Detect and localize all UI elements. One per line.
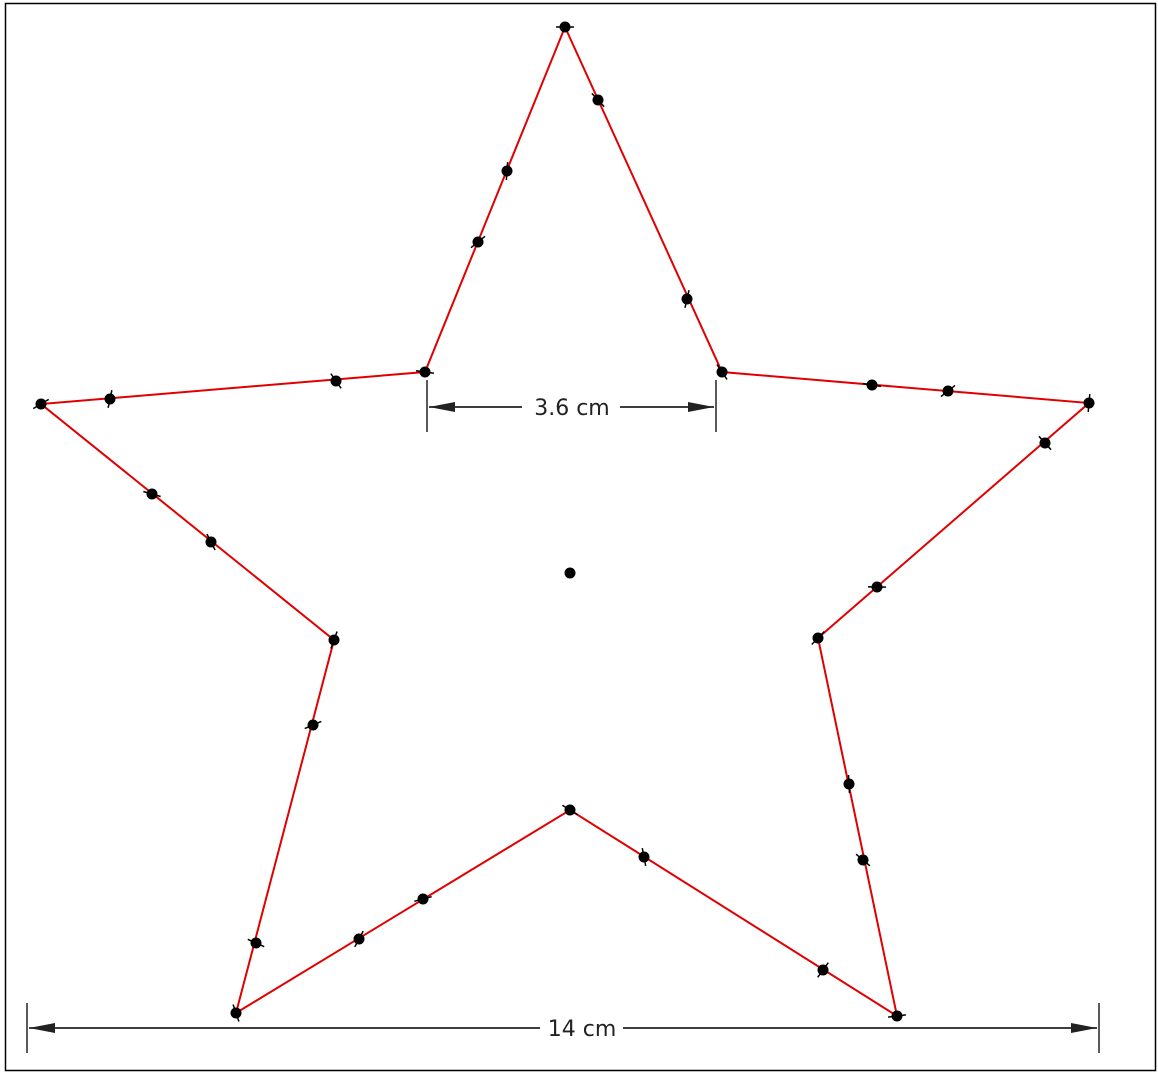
star-edge-point [681,293,693,305]
star-vertex-point [35,398,47,410]
star-edge-point [592,94,604,106]
total-width-label: 14 cm [548,1017,617,1042]
star-edge-point [638,851,650,863]
star-vertex-point [716,366,728,378]
star-edge-point [417,893,429,905]
star-edge-point [843,778,855,790]
star-edge-point [250,937,262,949]
star-edge-point [1039,437,1051,449]
star-edge-point [307,719,319,731]
star-edge-point [871,581,883,593]
inner-width-label: 3.6 cm [534,396,610,421]
star-vertex-point [328,634,340,646]
star-edge-point [330,375,342,387]
diagram-frame [4,2,1157,1072]
star-edge-point [146,488,158,500]
star-vertex-point [564,804,576,816]
star-vertex-point [812,632,824,644]
star-vertex-point [230,1007,242,1019]
star-edge-point [857,854,869,866]
star-edge-point [353,933,365,945]
star-edge-point [866,379,878,391]
total-width-dimension: 14 cm [26,1003,1100,1053]
star-edge-point [501,165,513,177]
star-outline [38,24,1092,1019]
star-vertex-point [559,21,571,33]
star-edge-point [205,536,217,548]
star-vertices-and-points [32,21,1095,1022]
star-edge-point [942,385,954,397]
star-vertex-point [891,1010,903,1022]
star-center-point [564,567,576,579]
star-edge-point [817,964,829,976]
inner-width-dimension: 3.6 cm [426,380,717,432]
star-edge-point [472,236,484,248]
star-edge-point [104,393,116,405]
star-vertex-point [1083,397,1095,409]
star-vertex-point [419,366,431,378]
